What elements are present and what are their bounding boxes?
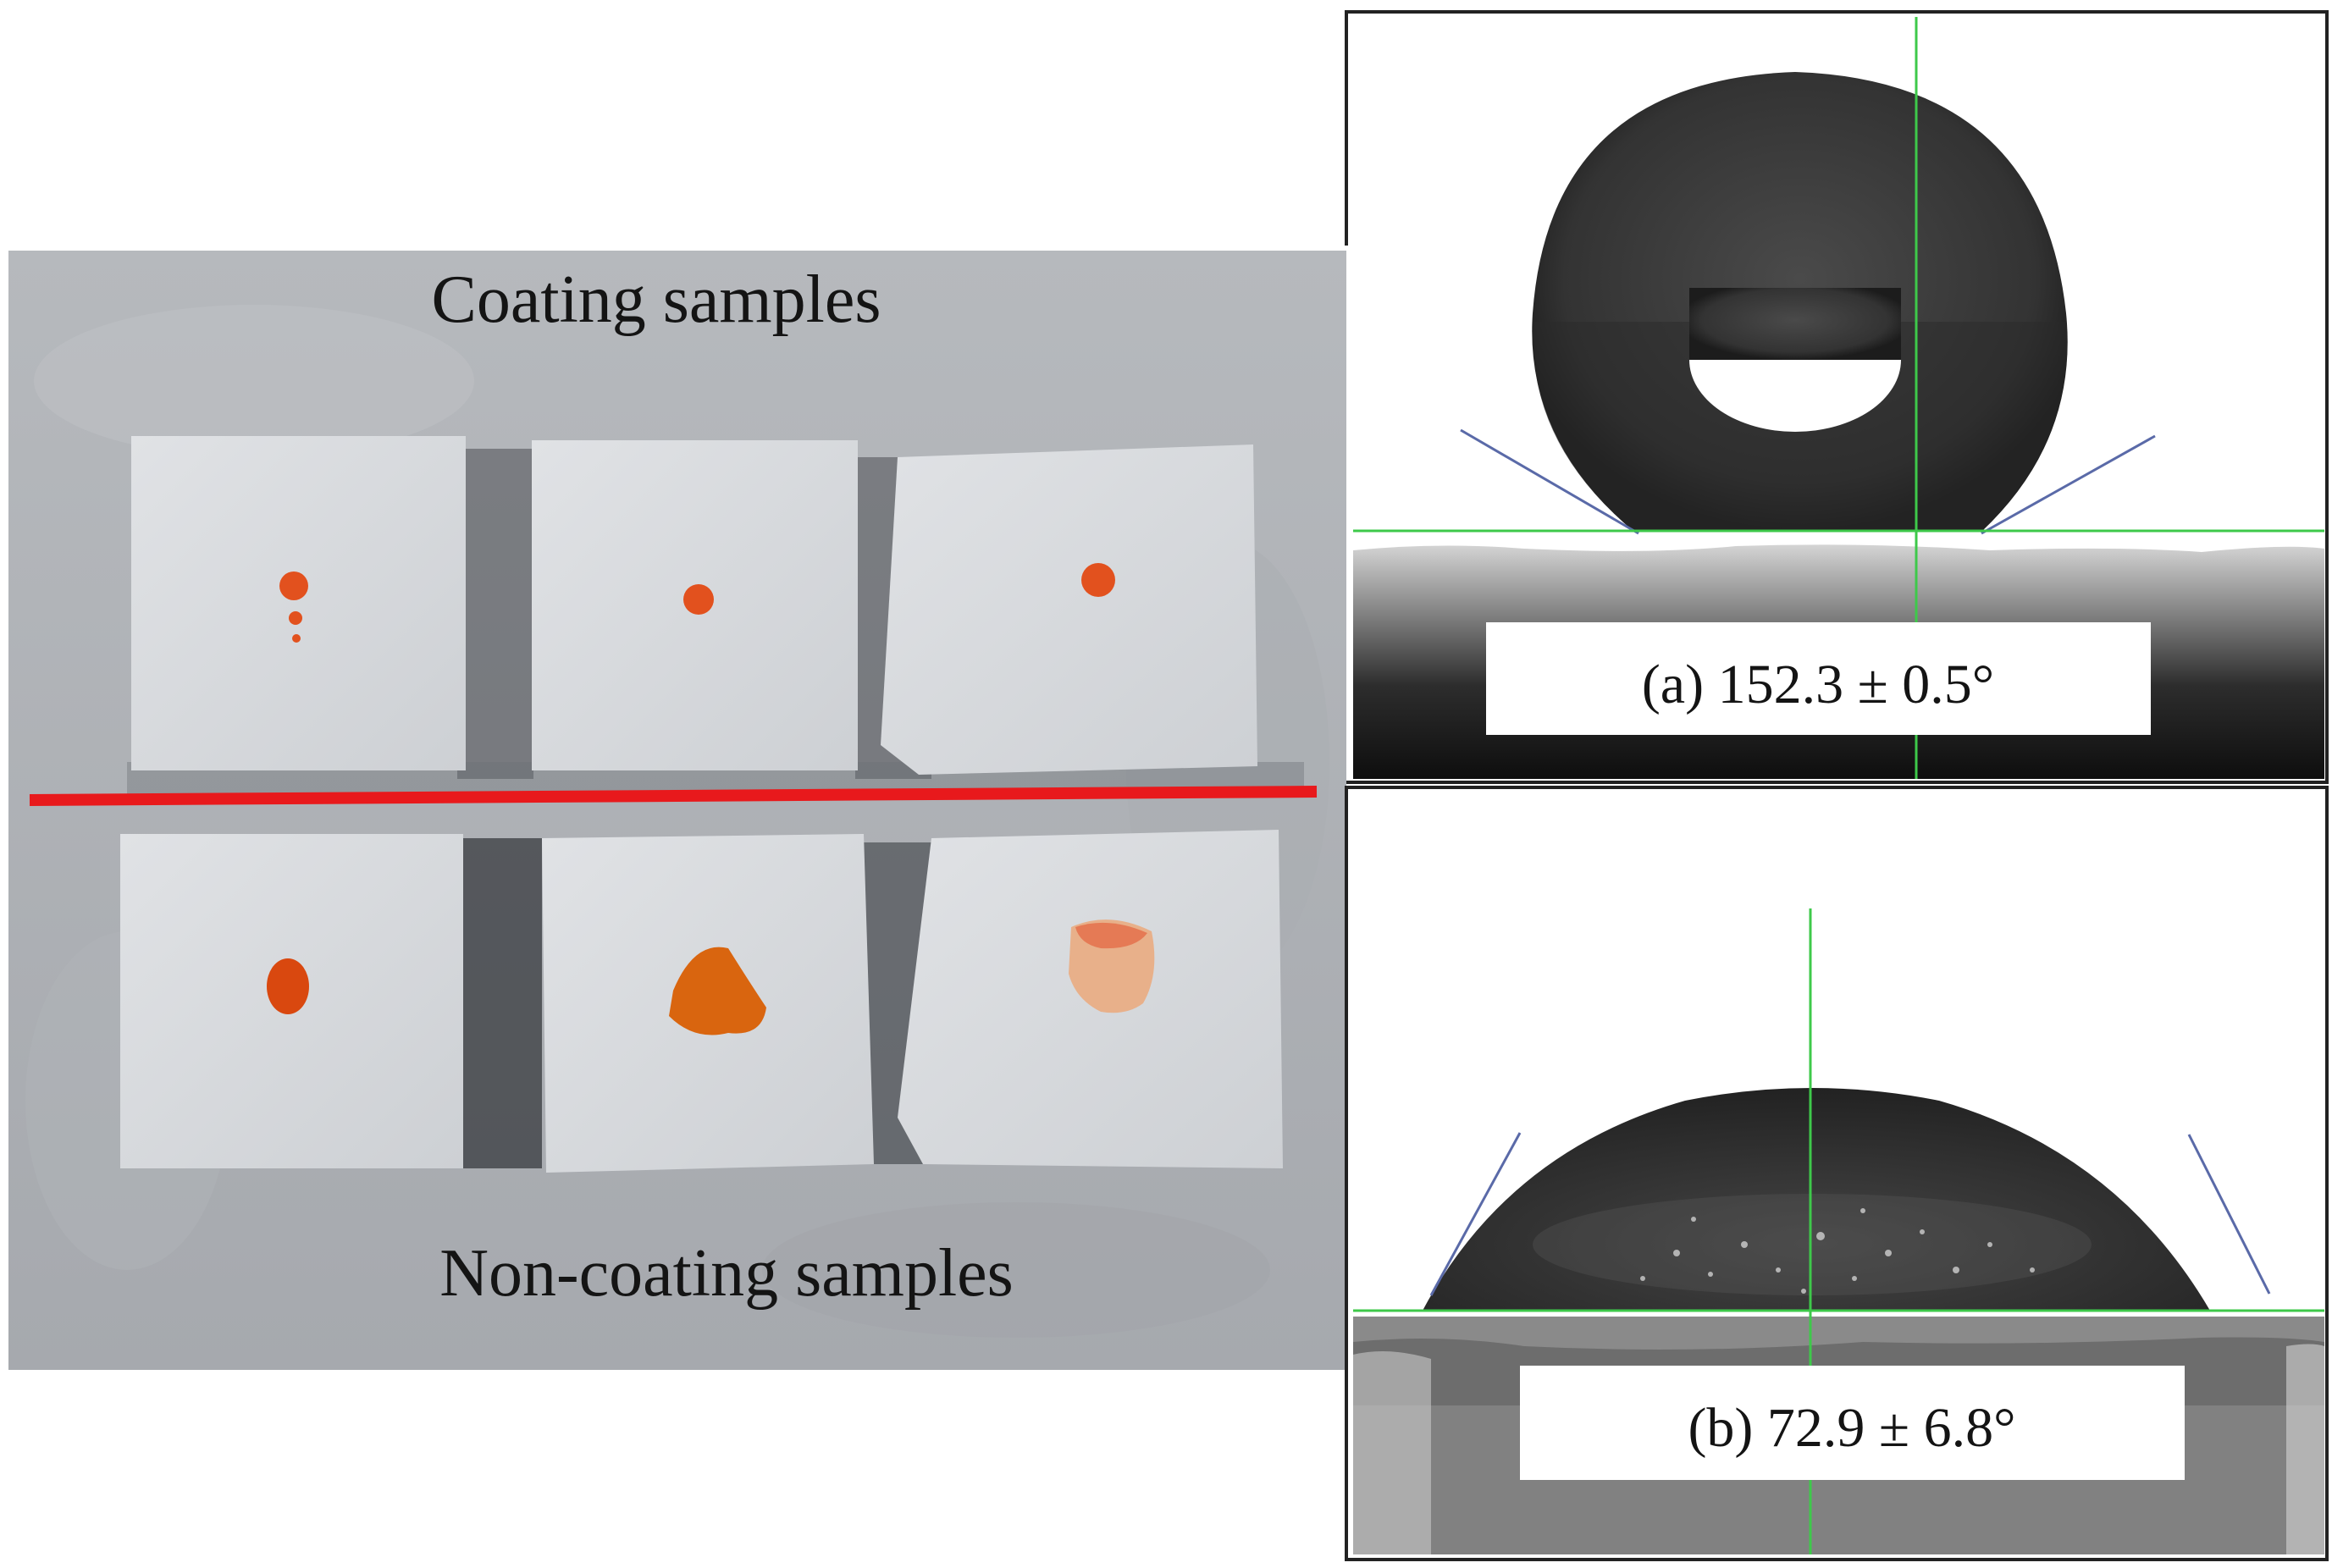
non-coating-sample-2 <box>542 834 874 1173</box>
water-stain <box>669 947 766 1035</box>
tangent-line-left <box>1460 428 1639 535</box>
non-coating-sample-3 <box>898 830 1283 1168</box>
contact-angle-b: (b) 72.9 ± 6.8° <box>1688 1397 2015 1459</box>
water-stain <box>267 958 309 1014</box>
caption-box-a <box>1486 622 2151 735</box>
droplet-b <box>1423 1088 2210 1311</box>
contact-angle-a: (a) 152.3 ± 0.5° <box>1642 654 1994 715</box>
water-droplet <box>279 571 308 600</box>
coating-sample-3 <box>881 444 1257 775</box>
caption-box-b <box>1520 1366 2185 1480</box>
coating-sample-2 <box>532 440 858 770</box>
tangent-line-right <box>2187 1134 2271 1295</box>
divider-line <box>29 786 1318 806</box>
droplet-a <box>1532 72 2068 532</box>
coating-sample-1 <box>131 436 466 770</box>
contact-angle-image-b: (b) 72.9 ± 6.8° <box>1345 786 2329 1561</box>
tangent-line-right <box>1981 434 2156 535</box>
non-coating-samples-label: Non-coating samples <box>439 1236 1014 1311</box>
sample-photo: Coating samples Non-coating samples <box>8 251 1346 1370</box>
non-coating-sample-1 <box>120 834 463 1168</box>
water-droplet <box>683 584 714 615</box>
tangent-line-left <box>1429 1132 1522 1296</box>
contact-angle-image-a: (a) 152.3 ± 0.5° <box>1345 10 2329 784</box>
water-droplet <box>1081 563 1115 597</box>
coating-samples-label: Coating samples <box>431 262 881 337</box>
